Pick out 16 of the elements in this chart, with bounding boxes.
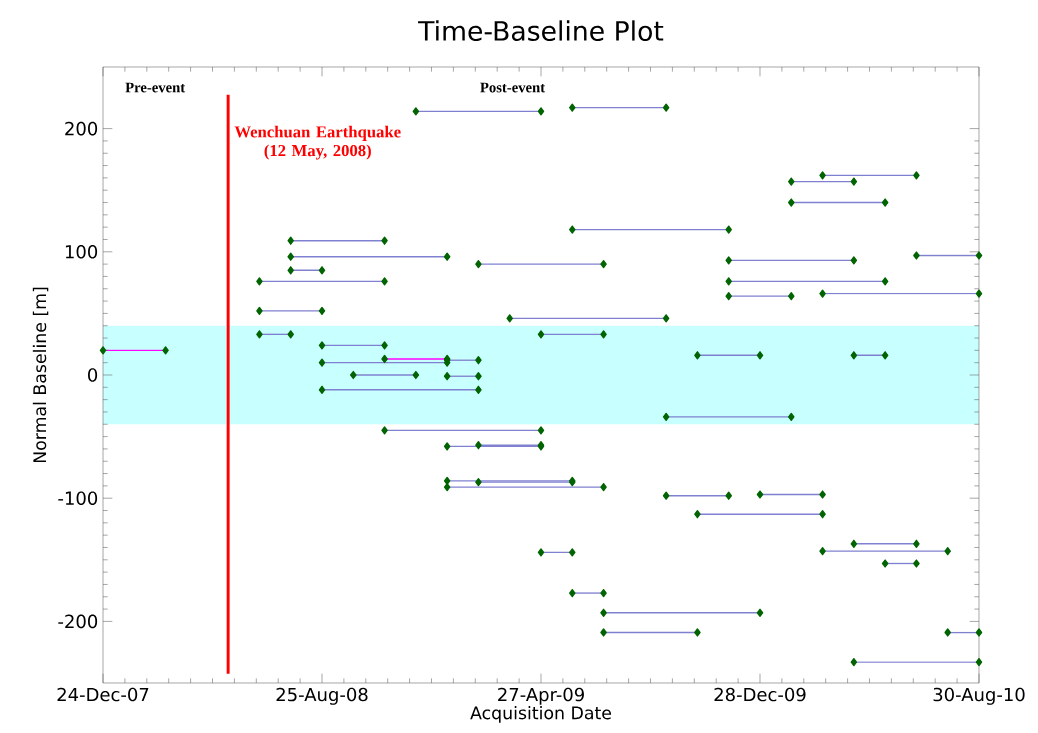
- ref-line-label: Wenchuan Earthquake (12 May, 2008): [234, 125, 401, 160]
- x-tick-label: 27-Apr-09: [498, 687, 584, 705]
- x-tick-label: 25-Aug-08: [276, 687, 368, 705]
- annotation: Pre-event: [125, 82, 186, 93]
- y-tick-label: 0: [88, 368, 98, 382]
- chart-title: Time-Baseline Plot: [418, 20, 664, 41]
- y-tick-label: 100: [65, 244, 98, 259]
- y-tick-label: 200: [65, 121, 98, 136]
- x-tick-label: 30-Aug-10: [933, 687, 1025, 705]
- y-tick-label: -200: [58, 614, 98, 629]
- x-tick-label: 28-Dec-09: [714, 687, 806, 702]
- x-axis-title: Acquisition Date: [470, 705, 612, 723]
- y-axis-title: Normal Baseline [m]: [32, 287, 49, 463]
- y-tick-label: -100: [58, 491, 98, 505]
- x-tick-label: 24-Dec-07: [57, 687, 149, 702]
- annotation: Post-event: [480, 82, 546, 93]
